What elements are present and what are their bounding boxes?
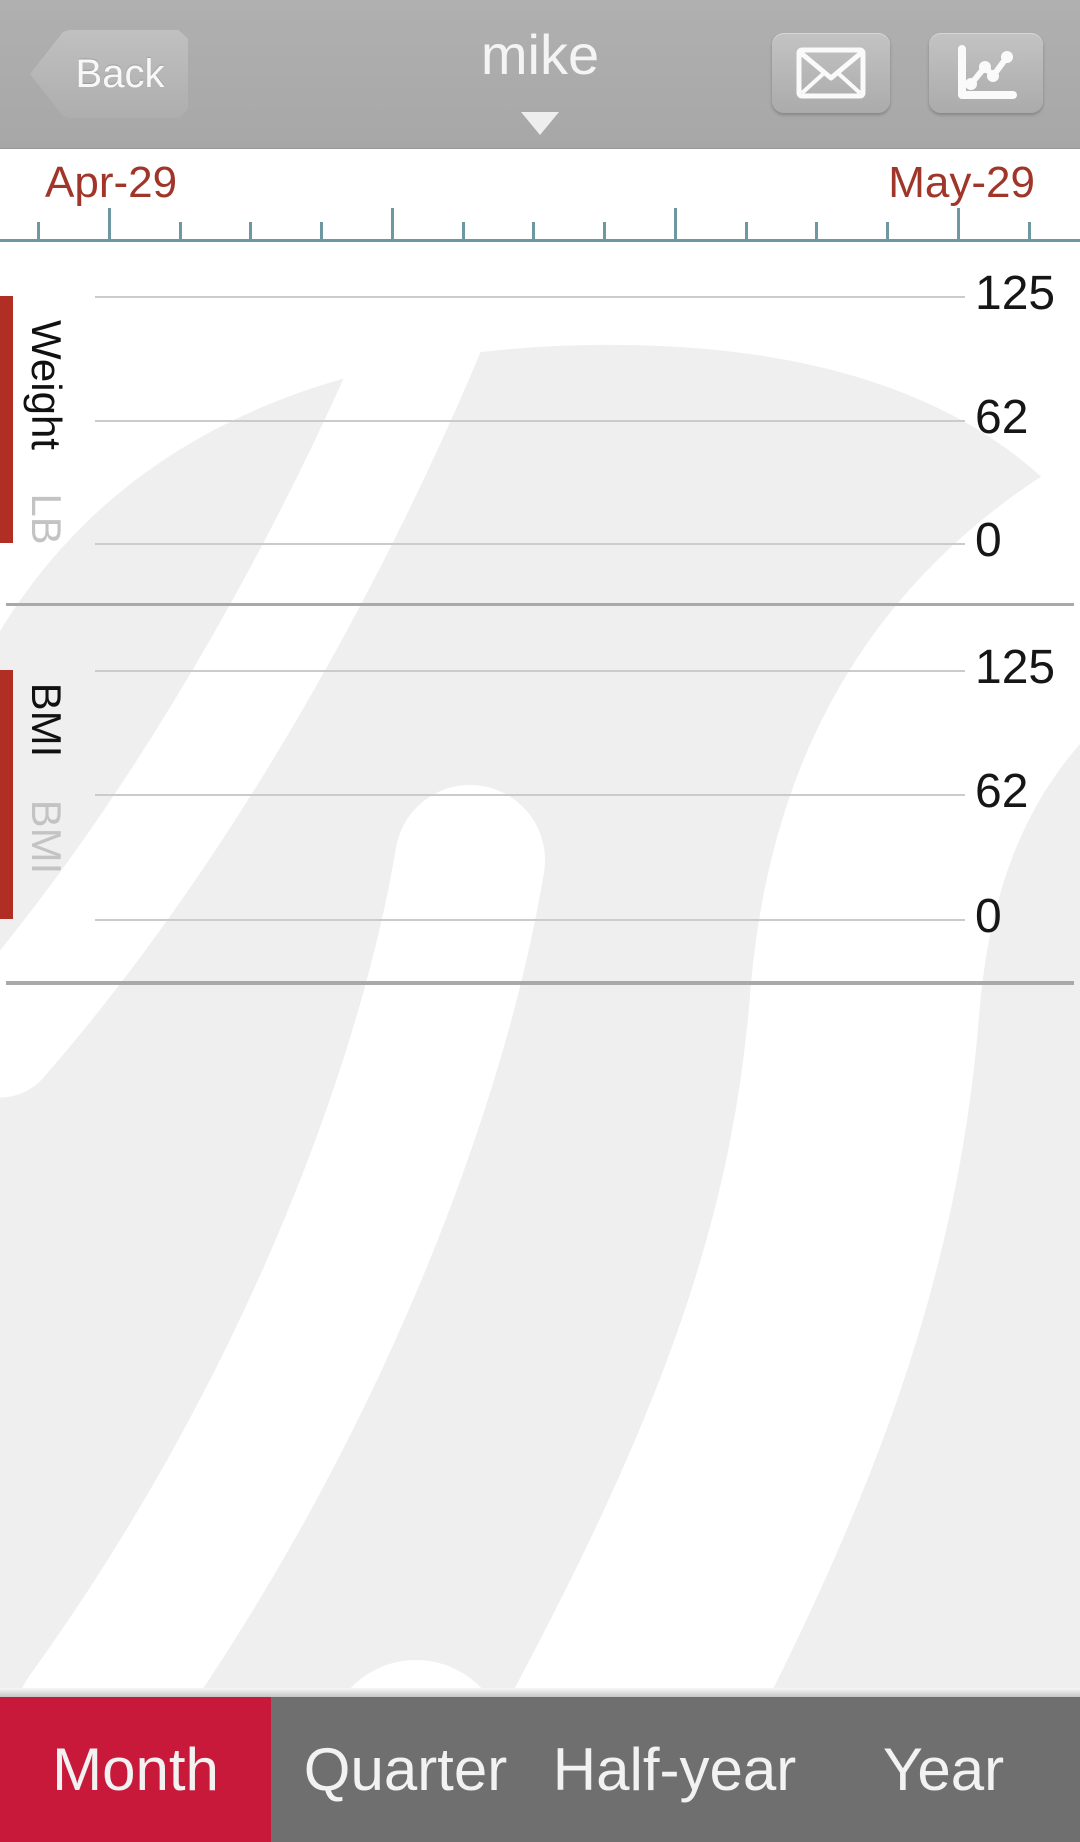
period-tab-quarter[interactable]: Quarter bbox=[303, 1736, 508, 1803]
top-bar: Back mike bbox=[0, 0, 1080, 149]
chart-axis-title: Weight bbox=[23, 320, 70, 450]
major-tick-mark bbox=[108, 208, 111, 239]
minor-tick-mark bbox=[815, 222, 818, 239]
gridline bbox=[95, 543, 965, 545]
minor-tick-mark bbox=[462, 222, 465, 239]
period-tab-year[interactable]: Year bbox=[882, 1736, 1005, 1803]
major-tick-mark bbox=[391, 208, 394, 239]
minor-tick-mark bbox=[1028, 222, 1031, 239]
range-end-date: May-29 bbox=[888, 158, 1035, 207]
gridline bbox=[95, 420, 965, 422]
mail-button[interactable] bbox=[772, 33, 890, 113]
line-chart-icon bbox=[958, 45, 1017, 99]
panel-separator bbox=[6, 981, 1074, 985]
chart-unit-label: BMI bbox=[23, 799, 70, 875]
major-tick-mark bbox=[957, 208, 960, 239]
minor-tick-mark bbox=[320, 222, 323, 239]
chart-unit-label: LB bbox=[23, 493, 70, 545]
y-axis-tick-label: 0 bbox=[975, 514, 1002, 567]
gridline bbox=[95, 670, 965, 672]
period-tab-half-year[interactable]: Half-year bbox=[552, 1736, 797, 1803]
gridline bbox=[95, 919, 965, 921]
minor-tick-mark bbox=[745, 222, 748, 239]
page-title[interactable]: mike bbox=[480, 23, 600, 86]
y-axis-tick-label: 125 bbox=[975, 641, 1056, 694]
chevron-down-icon bbox=[521, 112, 559, 135]
minor-tick-mark bbox=[37, 222, 40, 239]
panel-separator bbox=[6, 603, 1074, 606]
period-tab-bar: Month Quarter Half-year Year bbox=[0, 1697, 1080, 1842]
gridline bbox=[95, 794, 965, 796]
axis-accent-bar bbox=[0, 670, 13, 919]
period-tab-month[interactable]: Month bbox=[0, 1697, 271, 1842]
back-button[interactable]: Back bbox=[30, 30, 188, 118]
timeline-axis[interactable] bbox=[0, 0, 1080, 260]
chart-axis-title: BMI bbox=[23, 682, 70, 758]
minor-tick-mark bbox=[179, 222, 182, 239]
minor-tick-mark bbox=[532, 222, 535, 239]
range-start-date: Apr-29 bbox=[45, 158, 178, 207]
y-axis-tick-label: 62 bbox=[975, 765, 1029, 818]
y-axis-tick-label: 0 bbox=[975, 890, 1002, 943]
axis-accent-bar bbox=[0, 296, 13, 543]
envelope-icon bbox=[796, 47, 866, 99]
y-axis-tick-label: 125 bbox=[975, 267, 1056, 320]
tabbar-top-highlight bbox=[0, 1688, 1080, 1697]
minor-tick-mark bbox=[886, 222, 889, 239]
minor-tick-mark bbox=[603, 222, 606, 239]
statistics-button[interactable] bbox=[929, 33, 1043, 113]
y-axis-tick-label: 62 bbox=[975, 391, 1029, 444]
gridline bbox=[95, 296, 965, 298]
minor-tick-mark bbox=[249, 222, 252, 239]
timeline-baseline bbox=[0, 239, 1080, 242]
major-tick-mark bbox=[674, 208, 677, 239]
